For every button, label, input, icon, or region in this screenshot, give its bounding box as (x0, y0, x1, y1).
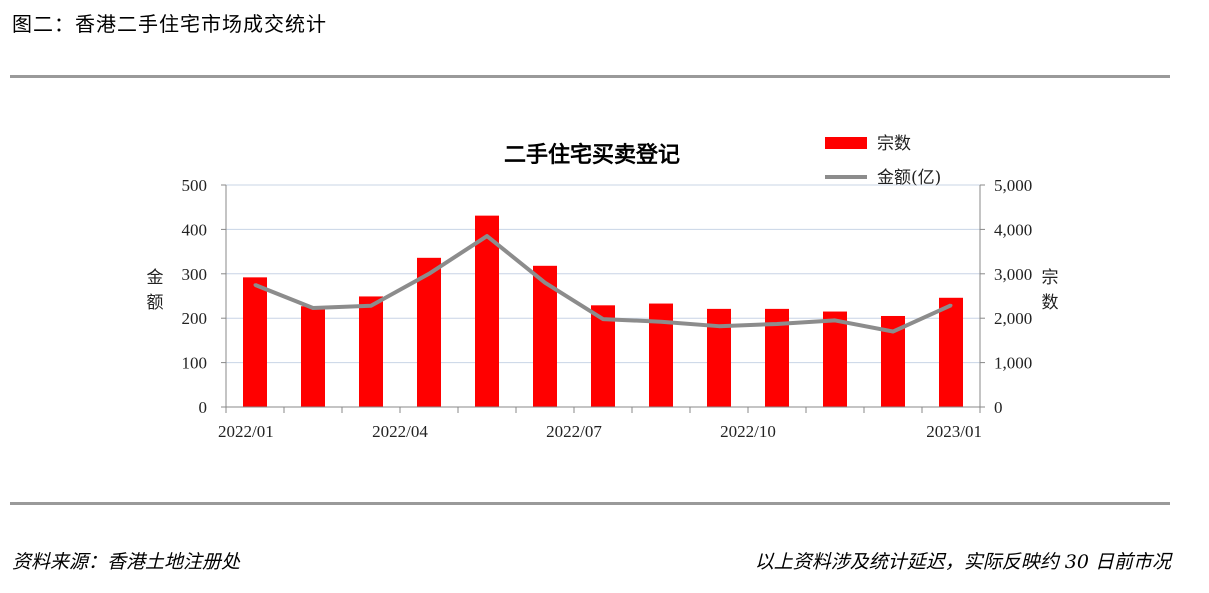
right-tick-label: 0 (994, 398, 1003, 417)
top-divider (10, 75, 1170, 78)
bar (591, 305, 615, 407)
bar (301, 306, 325, 407)
left-tick-label: 200 (182, 309, 208, 328)
bar (939, 297, 963, 407)
line-point (601, 317, 605, 321)
right-tick-label: 2,000 (994, 309, 1032, 328)
right-tick-label: 1,000 (994, 354, 1032, 373)
legend-bar-label: 宗数 (877, 134, 911, 154)
line-point (253, 283, 257, 287)
line-point (775, 322, 779, 326)
bar (243, 277, 267, 407)
line-point (891, 330, 895, 334)
left-tick-label: 0 (199, 398, 208, 417)
bottom-divider (10, 502, 1170, 505)
line-point (485, 234, 489, 238)
left-tick-label: 100 (182, 354, 208, 373)
line-point (717, 324, 721, 328)
bar (823, 311, 847, 407)
delay-note: 以上资料涉及统计延迟，实际反映约 30 日前市况 (754, 551, 1171, 573)
legend-line-label: 金额(亿) (877, 168, 941, 188)
x-tick-label: 2022/04 (372, 422, 428, 441)
left-tick-label: 500 (182, 176, 208, 195)
chart-axes (221, 184, 985, 413)
left-axis-label: 金额 (147, 268, 164, 313)
line-point (659, 320, 663, 324)
line-point (369, 304, 373, 308)
bar (649, 303, 673, 407)
figure-title: 图二：香港二手住宅市场成交统计 (12, 12, 327, 36)
line-point (833, 318, 837, 322)
bar (417, 257, 441, 407)
line-point (311, 306, 315, 310)
bar (359, 296, 383, 407)
legend-bar-swatch (825, 137, 867, 149)
tick-labels: 0 100 200 300 400 500 0 1,000 2,000 3,000 4,000 5,0… (182, 176, 1033, 441)
x-tick-label: 2022/01 (218, 422, 274, 441)
bar (475, 215, 499, 407)
bar-series (243, 215, 963, 407)
line-point (949, 303, 953, 307)
left-tick-label: 300 (182, 265, 208, 284)
right-tick-label: 5,000 (994, 176, 1032, 195)
line-series (253, 234, 953, 334)
chart-title: 二手住宅买卖登记 (504, 142, 680, 168)
x-tick-label: 2022/07 (546, 422, 602, 441)
right-tick-label: 4,000 (994, 220, 1032, 239)
right-tick-label: 3,000 (994, 265, 1032, 284)
source-note: 资料来源：香港土地注册处 (12, 551, 241, 573)
left-tick-label: 400 (182, 220, 208, 239)
line-point (543, 281, 547, 285)
x-tick-label: 2023/01 (926, 422, 982, 441)
right-axis-label: 宗数 (1042, 268, 1059, 313)
line-point (427, 272, 431, 276)
x-tick-label: 2022/10 (720, 422, 776, 441)
